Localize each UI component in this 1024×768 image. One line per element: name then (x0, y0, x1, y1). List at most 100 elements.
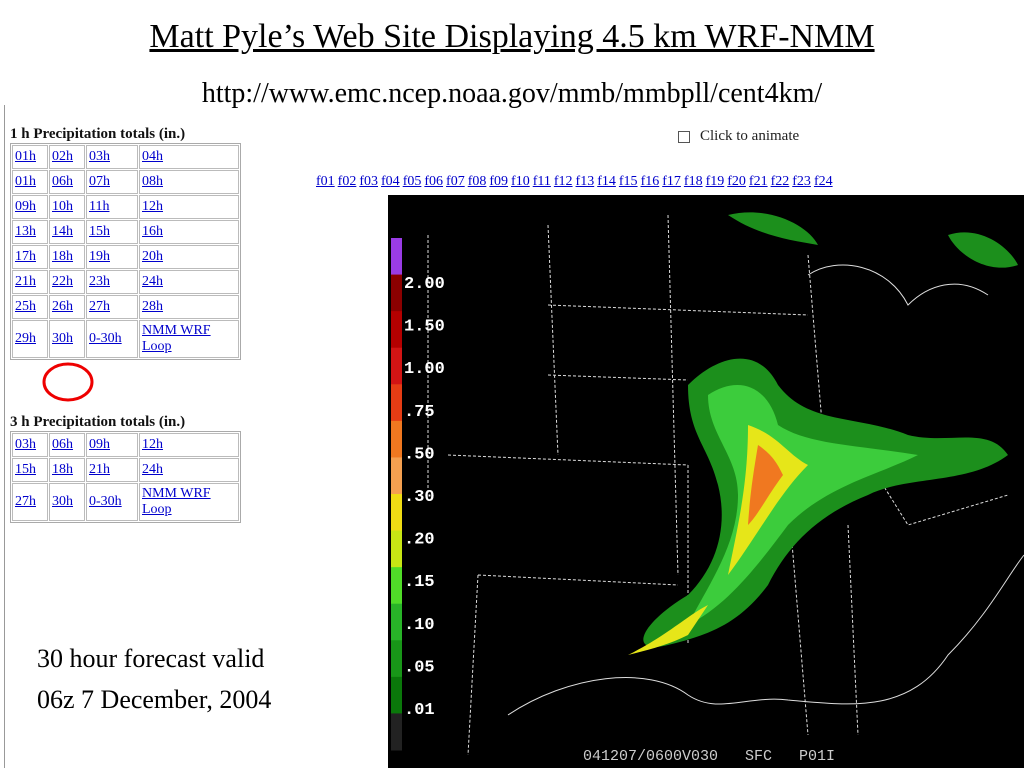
slide-title: Matt Pyle’s Web Site Displaying 4.5 km W… (149, 18, 875, 55)
hour-link[interactable]: 23h (89, 274, 110, 289)
hour-link[interactable]: 24h (142, 462, 163, 477)
hour-link[interactable]: 12h (142, 199, 163, 214)
frame-link[interactable]: f23 (792, 174, 811, 189)
frame-link[interactable]: f07 (446, 174, 465, 189)
hour-link[interactable]: 13h (15, 224, 36, 239)
hour-link[interactable]: 01h (15, 174, 36, 189)
legend-label: .30 (404, 488, 435, 507)
hour-link[interactable]: 02h (52, 149, 73, 164)
frame-link[interactable]: f06 (424, 174, 444, 189)
hour-link[interactable]: 15h (89, 224, 110, 239)
table-cell: 19h (86, 245, 138, 269)
hour-link[interactable]: 24h (142, 274, 163, 289)
hour-link[interactable]: 25h (15, 299, 36, 314)
hour-link[interactable]: 18h (52, 462, 73, 477)
hour-link[interactable]: 04h (142, 149, 163, 164)
hour-link[interactable]: 29h (15, 331, 36, 346)
legend-swatch (391, 311, 402, 349)
hour-link[interactable]: 21h (15, 274, 36, 289)
frame-link[interactable]: f13 (575, 174, 595, 189)
hour-link[interactable]: 27h (15, 494, 36, 509)
link-table: 01h 02h 03h 04h 01h 06h 07h 08h 09h 10h 11h 12h 13h 1… (10, 143, 241, 360)
table-cell: 28h (139, 295, 239, 319)
frame-link[interactable]: f03 (359, 174, 379, 189)
frame-link[interactable]: f11 (532, 174, 551, 189)
table-caption: 3 h Precipitation totals (in.) (10, 414, 186, 430)
frame-link[interactable]: f04 (381, 174, 400, 189)
table-cell: NMM WRF Loop (139, 483, 239, 521)
hour-link[interactable]: 06h (52, 174, 73, 189)
frame-link[interactable]: f20 (727, 174, 746, 189)
hour-link[interactable]: 03h (15, 437, 36, 452)
hour-link[interactable]: 09h (89, 437, 110, 452)
caption-line: 30 hour forecast valid (37, 644, 265, 673)
hour-link[interactable]: NMM WRF Loop (142, 323, 211, 354)
frame-link[interactable]: f22 (770, 174, 790, 189)
url-subtitle: http://www.emc.ncep.noaa.gov/mmb/mmbpll/… (201, 78, 823, 109)
legend-swatch (391, 494, 402, 532)
hour-link[interactable]: 22h (52, 274, 73, 289)
hour-link[interactable]: 03h (89, 149, 110, 164)
hour-link[interactable]: 10h (52, 199, 73, 214)
hour-link[interactable]: 01h (15, 149, 36, 164)
frame-link[interactable]: f08 (467, 174, 487, 189)
frame-link[interactable]: f19 (705, 174, 725, 189)
table-cell: 24h (139, 458, 239, 482)
table-cell: 15h (86, 220, 138, 244)
frame-link[interactable]: f02 (337, 174, 357, 189)
hour-link[interactable]: 0-30h (89, 331, 122, 346)
table-cell: 30h (49, 483, 85, 521)
frame-link[interactable]: f18 (683, 174, 703, 189)
table-cell: 09h (86, 433, 138, 457)
frame-link[interactable]: f10 (511, 174, 530, 189)
table-cell: 29h (12, 320, 48, 358)
animate-toggle[interactable]: Click to animate (678, 128, 799, 145)
map-footer: 041207/0600V030 SFC P01I (583, 748, 835, 765)
table-cell: 08h (139, 170, 239, 194)
frame-link[interactable]: f12 (553, 174, 573, 189)
table-cell: 01h (12, 170, 48, 194)
legend-label: .50 (404, 445, 435, 464)
hour-link[interactable]: 0-30h (89, 494, 122, 509)
frame-link[interactable]: f14 (597, 174, 616, 189)
hour-link[interactable]: 06h (52, 437, 73, 452)
hour-link[interactable]: 12h (142, 437, 163, 452)
hour-link[interactable]: 09h (15, 199, 36, 214)
legend-label: 1.00 (404, 360, 445, 379)
hour-link[interactable]: 30h (52, 331, 73, 346)
hour-link[interactable]: 14h (52, 224, 73, 239)
hour-link[interactable]: NMM WRF Loop (142, 486, 211, 517)
hour-link[interactable]: 30h (52, 494, 73, 509)
frame-link[interactable]: f15 (618, 174, 638, 189)
table-cell: 03h (12, 433, 48, 457)
table-cell: 26h (49, 295, 85, 319)
hour-link[interactable]: 20h (142, 249, 163, 264)
table-row: 13h 14h 15h 16h (12, 220, 239, 244)
table-cell: 0-30h (86, 320, 138, 358)
frame-link[interactable]: f05 (402, 174, 422, 189)
table-cell: 06h (49, 170, 85, 194)
table-cell: 18h (49, 245, 85, 269)
hour-link[interactable]: 17h (15, 249, 36, 264)
hour-link[interactable]: 27h (89, 299, 110, 314)
frame-link[interactable]: f16 (640, 174, 660, 189)
frame-link[interactable]: f17 (662, 174, 681, 189)
hour-link[interactable]: 11h (89, 199, 110, 214)
hour-link[interactable]: 21h (89, 462, 110, 477)
hour-link[interactable]: 18h (52, 249, 73, 264)
hour-link[interactable]: 19h (89, 249, 110, 264)
hour-link[interactable]: 07h (89, 174, 110, 189)
frame-link[interactable]: f24 (813, 174, 833, 189)
legend-label: .20 (404, 531, 435, 550)
hour-link[interactable]: 08h (142, 174, 163, 189)
frame-link[interactable]: f21 (748, 174, 768, 189)
hour-link[interactable]: 26h (52, 299, 73, 314)
table-row: 15h 18h 21h 24h (12, 458, 239, 482)
table-row: 09h 10h 11h 12h (12, 195, 239, 219)
legend-label: .10 (404, 616, 435, 635)
hour-link[interactable]: 28h (142, 299, 163, 314)
hour-link[interactable]: 15h (15, 462, 36, 477)
frame-link[interactable]: f09 (489, 174, 509, 189)
frame-link[interactable]: f01 (316, 174, 335, 189)
hour-link[interactable]: 16h (142, 224, 163, 239)
